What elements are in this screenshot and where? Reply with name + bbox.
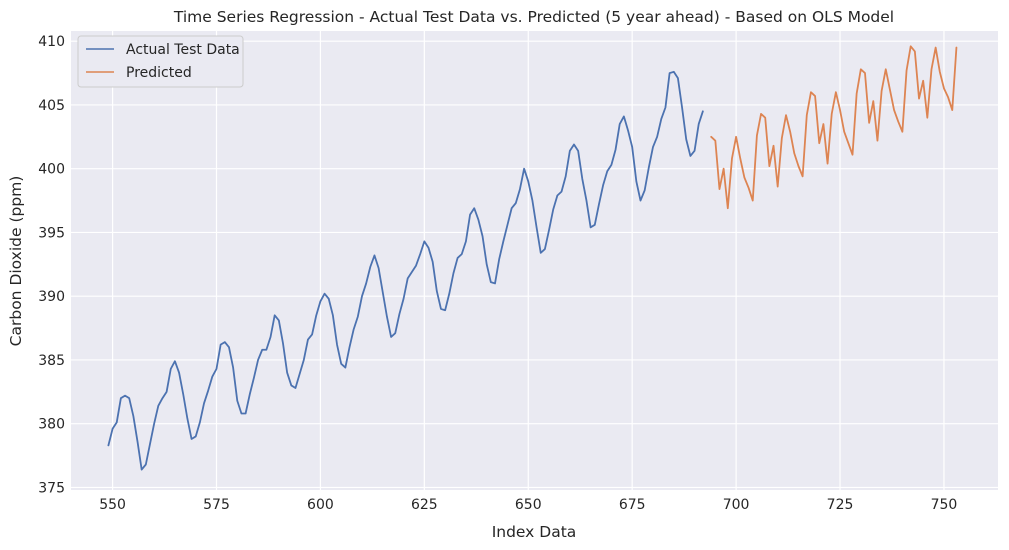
x-tick-labels: 550 575 600 625 650 675 700 725 750 [99,497,957,513]
x-tick-label: 600 [307,497,334,513]
x-tick-label: 625 [411,497,438,513]
plot-background [71,31,998,490]
x-tick-label: 675 [619,497,646,513]
legend-label-actual: Actual Test Data [126,42,240,58]
x-tick-label: 750 [931,497,958,513]
y-tick-label: 405 [38,98,65,114]
y-tick-label: 380 [38,417,65,433]
y-tick-label: 385 [38,353,65,369]
y-axis-title: Carbon Dioxide (ppm) [7,176,25,347]
series-line-predicted [710,45,958,210]
legend: Actual Test Data Predicted [77,35,244,88]
grid [71,31,998,490]
y-tick-label: 410 [38,34,65,50]
y-tick-label: 390 [38,289,65,305]
legend-box [77,35,244,88]
series-line-actual [107,70,704,471]
x-tick-label: 550 [99,497,126,513]
series-layer [107,45,958,471]
x-axis-title: Index Data [492,523,577,541]
y-tick-labels: 375 380 385 390 395 400 405 410 [38,34,65,496]
x-tick-label: 575 [203,497,230,513]
y-tick-label: 375 [38,480,65,496]
legend-label-predicted: Predicted [126,65,192,81]
x-tick-label: 725 [827,497,854,513]
y-tick-label: 400 [38,162,65,178]
x-tick-label: 650 [515,497,542,513]
x-tick-label: 700 [723,497,750,513]
y-tick-label: 395 [38,225,65,241]
chart-title: Time Series Regression - Actual Test Dat… [173,8,894,26]
